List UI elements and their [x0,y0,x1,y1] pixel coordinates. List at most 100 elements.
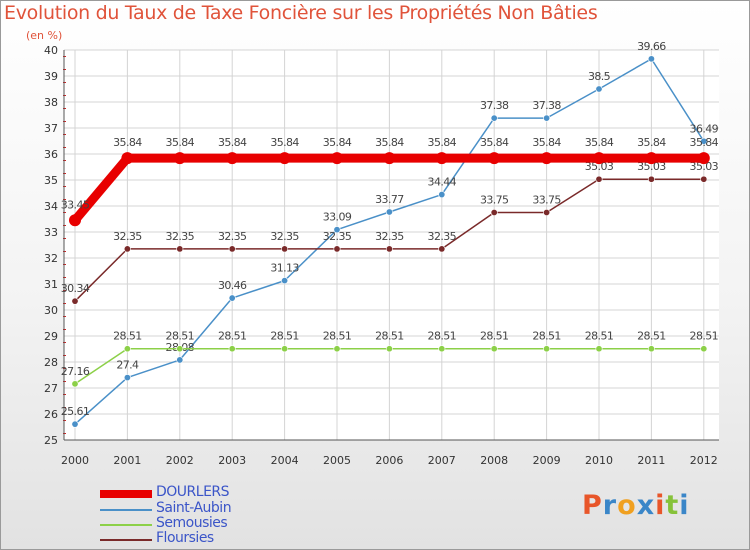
data-point [333,226,341,234]
data-point [595,85,603,93]
y-tick-label: 31 [44,278,58,291]
data-point [228,245,236,253]
data-label: 28.51 [637,330,666,343]
data-label: 28.51 [585,330,614,343]
legend-swatch [100,539,152,541]
data-point [278,152,291,165]
data-point [488,152,501,165]
x-tick-label: 2005 [323,454,351,467]
data-label: 35.84 [690,136,719,149]
legend-label: Semousies [156,515,228,531]
logo-letter: i [655,490,666,521]
data-point [593,152,605,165]
legend-label: Saint-Aubin [156,500,232,516]
data-label: 30.34 [61,282,90,295]
data-label: 36.49 [690,122,719,135]
data-point [490,209,498,217]
data-label: 35.84 [585,136,614,149]
data-point [647,55,655,63]
data-label: 28.51 [218,330,247,343]
x-tick-label: 2010 [585,454,613,467]
y-tick-label: 34 [44,200,58,213]
unit-label: (en %) [26,29,63,42]
data-point [173,152,186,165]
data-label: 35.84 [270,136,299,149]
data-label: 35.84 [323,136,352,149]
legend-item-floursies: Floursies [100,530,300,547]
data-label: 32.35 [270,230,299,243]
data-label: 28.51 [375,330,404,343]
data-label: 35.03 [585,160,614,173]
data-label: 32.35 [218,230,247,243]
data-label: 27.4 [116,359,139,372]
data-label: 27.16 [61,365,90,378]
data-label: 32.35 [113,230,142,243]
data-label: 32.35 [323,230,352,243]
data-point [228,345,236,353]
data-point [385,345,393,353]
y-tick-label: 36 [44,148,58,161]
data-label: 28.51 [428,330,457,343]
data-label: 31.13 [270,262,299,275]
data-point [333,245,341,253]
data-label: 35.84 [218,136,247,149]
data-label: 28.51 [113,330,142,343]
data-point [281,245,289,253]
legend-item-saint-aubin: Saint-Aubin [100,500,300,517]
data-label: 28.51 [532,330,561,343]
data-point [176,356,184,364]
legend-swatch [100,509,152,511]
y-tick-label: 25 [44,434,58,447]
y-tick-label: 30 [44,304,58,317]
y-tick-label: 35 [44,174,58,187]
data-label: 33.09 [323,211,352,224]
data-point [333,345,341,353]
data-label: 28.51 [323,330,352,343]
data-label: 38.5 [588,70,611,83]
x-tick-label: 2002 [166,454,194,467]
x-tick-label: 2008 [480,454,508,467]
data-label: 35.03 [637,160,666,173]
data-label: 28.51 [270,330,299,343]
x-tick-label: 2006 [375,454,403,467]
x-tick-label: 2007 [428,454,456,467]
data-point [123,374,131,382]
logo-letter: P [582,490,603,521]
data-label: 33.75 [532,194,561,207]
data-point [123,245,131,253]
data-point [385,208,393,216]
data-point [647,175,655,183]
data-label: 34.44 [428,176,457,189]
legend-swatch [100,524,152,526]
data-label: 32.35 [375,230,404,243]
data-point [438,191,446,199]
data-label: 33.45 [61,198,90,211]
data-label: 33.75 [480,194,509,207]
data-point [176,345,184,353]
data-point [700,137,708,145]
data-point [71,420,79,428]
data-point [281,345,289,353]
data-point [69,214,81,227]
data-point [435,152,448,165]
x-tick-label: 2003 [218,454,246,467]
logo-letter: x [636,490,656,521]
data-point [543,114,551,122]
data-point [700,175,708,183]
data-label: 39.66 [637,40,666,53]
x-tick-label: 2012 [690,454,718,467]
logo-letter: o [617,490,637,521]
data-point [228,294,236,302]
data-label: 32.35 [428,230,457,243]
data-label: 35.84 [166,136,195,149]
x-tick-label: 2000 [61,454,89,467]
data-label: 35.84 [375,136,404,149]
data-label: 35.84 [532,136,561,149]
y-tick-label: 32 [44,252,58,265]
data-point [176,245,184,253]
y-tick-label: 38 [44,96,58,109]
y-tick-label: 37 [44,122,58,135]
data-label: 32.35 [166,230,195,243]
data-label: 28.51 [166,330,195,343]
